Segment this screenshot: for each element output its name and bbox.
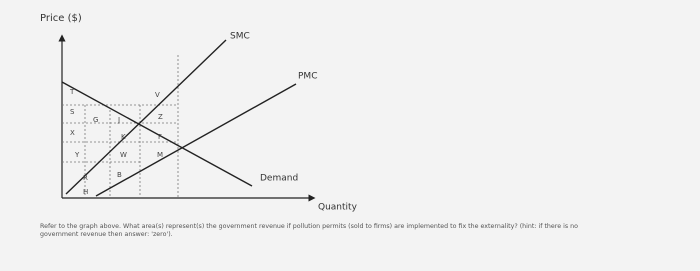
region-label: Y [74,151,80,159]
demand-label: Demand [260,174,298,184]
pmc-label: PMC [298,72,317,82]
region-label: M [157,151,163,159]
region-label: B [117,171,122,179]
region-label: F [158,133,162,141]
region-label: W [120,151,127,159]
region-label: T [69,88,75,96]
smc-curve [65,39,227,195]
region-label: G [93,116,98,124]
region-label: X [70,129,75,137]
x-axis-label: Quantity [318,203,358,213]
question-line: government revenue then answer: 'zero'). [40,231,173,238]
pmc-curve [95,83,297,197]
region-label: J [117,116,120,124]
question-line: Refer to the graph above. What area(s) r… [40,223,578,230]
region-label: Z [158,113,163,121]
y-axis-label: Price ($) [40,13,82,24]
region-label: K [121,133,126,141]
demand-curve [61,81,253,187]
region-label: V [155,91,160,99]
region-label: S [70,108,75,116]
smc-label: SMC [230,32,250,42]
region-label: H [83,188,88,196]
region-label: R [83,174,88,182]
